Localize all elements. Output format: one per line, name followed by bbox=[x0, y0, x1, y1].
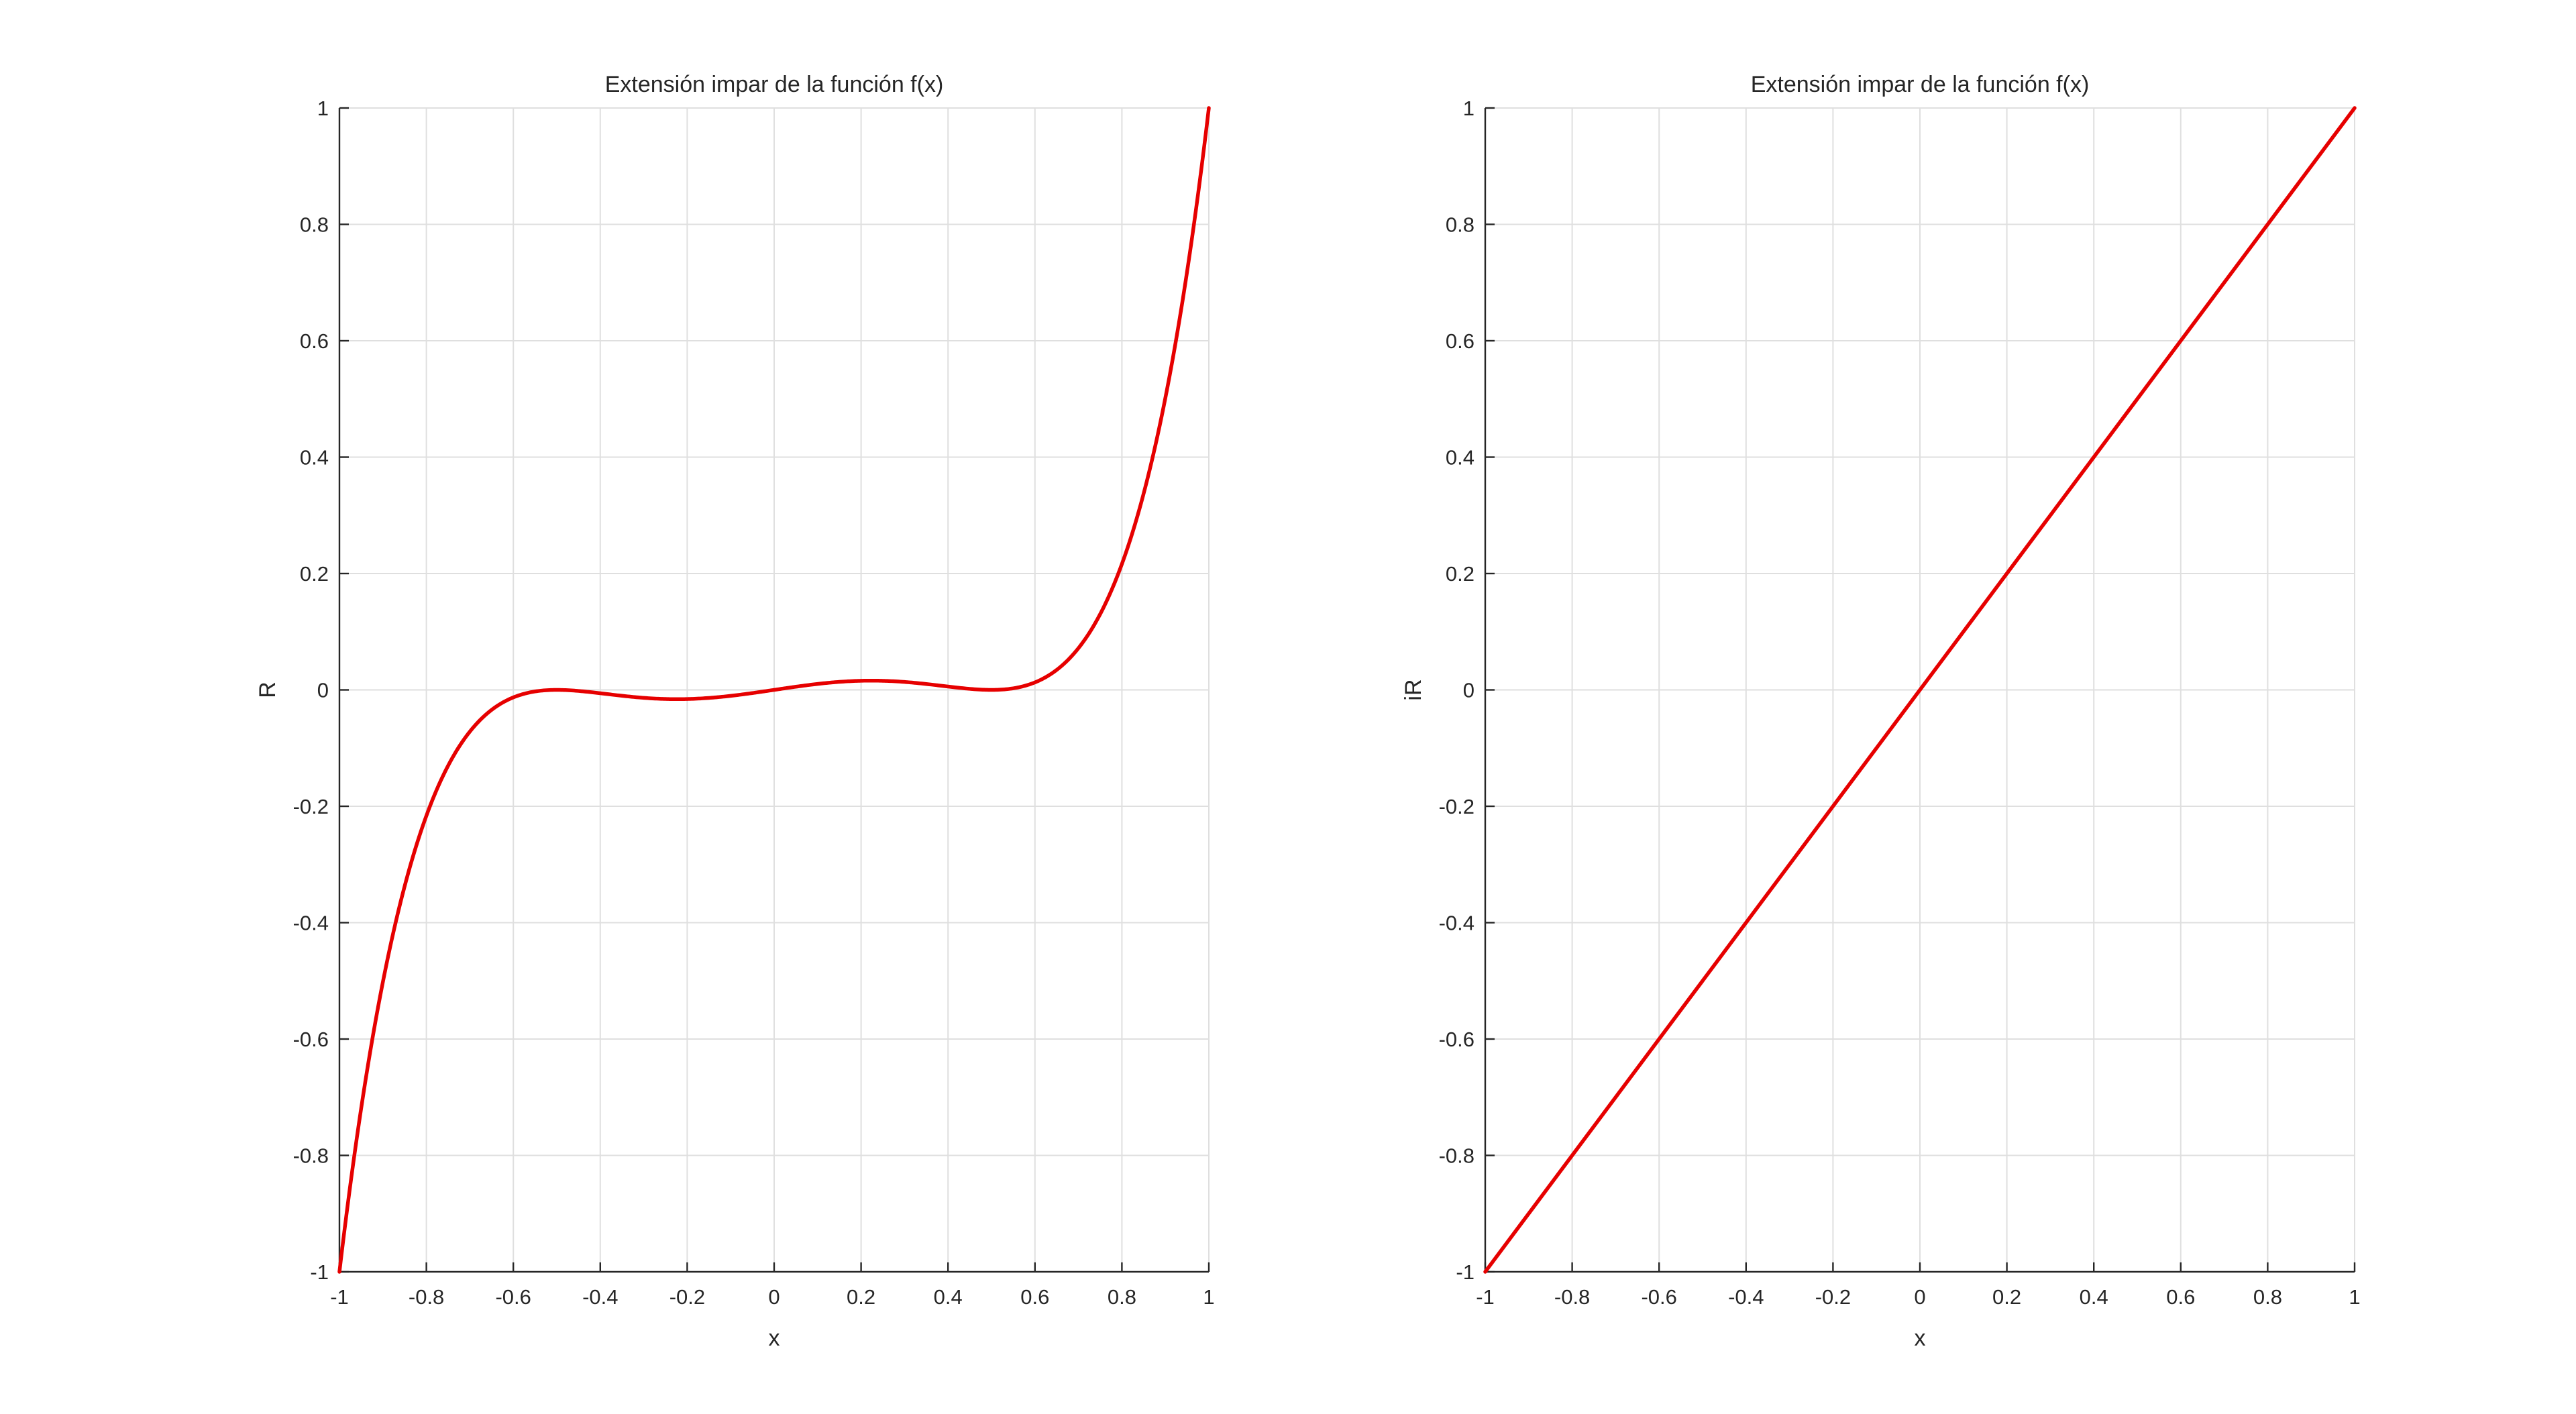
y-tick-label: 0 bbox=[317, 679, 329, 702]
x-tick-label: -0.6 bbox=[1641, 1285, 1676, 1309]
x-tick-label: 0.2 bbox=[1992, 1285, 2021, 1309]
x-tick-label: 0 bbox=[1914, 1285, 1925, 1309]
y-tick-label: 1 bbox=[317, 97, 329, 120]
x-tick-label: 0.4 bbox=[2080, 1285, 2108, 1309]
y-tick-label: -0.4 bbox=[1439, 912, 1474, 935]
y-tick-label: -0.6 bbox=[293, 1028, 329, 1051]
right-plot-panel: -1 -0.8 -0.6 -0.4 -0.2 0 0.2 0.4 0.6 0.8 1 -1 -0.8 -0… bbox=[1401, 72, 2361, 1351]
y-tick-label: 0.6 bbox=[1446, 329, 1474, 353]
y-tick-label: -0.6 bbox=[1439, 1028, 1474, 1051]
y-tick-label: 0.8 bbox=[300, 213, 329, 237]
y-tick-label: 0.8 bbox=[1446, 213, 1474, 237]
x-tick-label: -0.8 bbox=[1554, 1285, 1590, 1309]
y-tick-label: 0.6 bbox=[300, 329, 329, 353]
x-tick-label: -1 bbox=[330, 1285, 349, 1309]
chart-title: Extensión impar de la función f(x) bbox=[1751, 72, 2090, 97]
y-tick-label: -0.8 bbox=[1439, 1144, 1474, 1168]
y-axis-label: iR bbox=[1401, 679, 1426, 700]
series-line bbox=[337, 106, 1211, 1274]
y-tick-label: 1 bbox=[1463, 97, 1474, 120]
x-tick-label: -0.2 bbox=[669, 1285, 705, 1309]
y-axis-label: R bbox=[255, 682, 280, 698]
x-tick-label: -0.4 bbox=[582, 1285, 618, 1309]
x-tick-label: -0.2 bbox=[1815, 1285, 1851, 1309]
y-tick-label: -0.4 bbox=[293, 912, 329, 935]
x-tick-label: 0.4 bbox=[934, 1285, 963, 1309]
x-tick-label: -0.6 bbox=[495, 1285, 531, 1309]
x-tick-label: -0.8 bbox=[409, 1285, 444, 1309]
x-tick-label: -1 bbox=[1476, 1285, 1495, 1309]
x-axis-label: x bbox=[1915, 1325, 1926, 1351]
x-tick-label: 0.8 bbox=[1108, 1285, 1136, 1309]
chart-title: Extensión impar de la función f(x) bbox=[605, 72, 944, 97]
x-tick-label: -0.4 bbox=[1728, 1285, 1764, 1309]
y-tick-label: 0.2 bbox=[300, 562, 329, 586]
y-tick-label: -0.8 bbox=[293, 1144, 329, 1168]
x-tick-label: 0.2 bbox=[847, 1285, 875, 1309]
x-tick-label: 0.6 bbox=[2166, 1285, 2195, 1309]
y-tick-label: 0 bbox=[1463, 679, 1474, 702]
y-tick-label: -1 bbox=[310, 1260, 329, 1284]
x-axis-label: x bbox=[769, 1325, 780, 1351]
x-tick-label: 0 bbox=[768, 1285, 780, 1309]
series-line bbox=[1483, 106, 2357, 1274]
x-tick-label: 1 bbox=[1203, 1285, 1214, 1309]
y-tick-label: -0.2 bbox=[1439, 795, 1474, 818]
y-tick-label: 0.4 bbox=[300, 446, 329, 470]
x-tick-label: 1 bbox=[2349, 1285, 2360, 1309]
x-tick-label: 0.8 bbox=[2253, 1285, 2282, 1309]
y-tick-label: 0.4 bbox=[1446, 446, 1474, 470]
y-tick-label: -1 bbox=[1456, 1260, 1474, 1284]
x-tick-label: 0.6 bbox=[1020, 1285, 1049, 1309]
y-tick-label: -0.2 bbox=[293, 795, 329, 818]
y-tick-label: 0.2 bbox=[1446, 562, 1474, 586]
left-plot-panel: -1 -0.8 -0.6 -0.4 -0.2 0 0.2 0.4 0.6 0.8 1 -1 -0.8 -0… bbox=[255, 72, 1215, 1351]
